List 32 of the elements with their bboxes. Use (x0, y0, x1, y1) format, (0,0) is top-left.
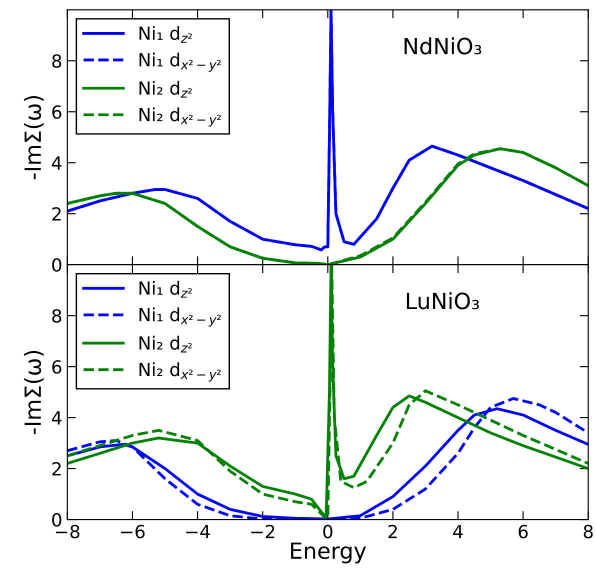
y-tick-label: 6 (52, 105, 62, 119)
y-tick-label: 0 (52, 513, 62, 527)
x-axis-title: Energy (291, 542, 366, 564)
x-tick-label: −8 (56, 524, 80, 538)
y-tick-label: 2 (52, 462, 61, 476)
legend-label: Ni₁ d$_{z²}$ (140, 280, 192, 298)
annotation: NdNiO₃ (404, 37, 482, 54)
annotation: LuNiO₃ (406, 292, 479, 310)
x-tick-label: −2 (251, 524, 274, 538)
x-tick-label: 6 (518, 524, 528, 538)
legend-label: Ni₂ d$_{z²}$ (140, 336, 192, 352)
x-tick-label: 8 (584, 524, 593, 538)
x-tick-label: 0 (323, 524, 332, 538)
x-tick-label: 4 (453, 524, 463, 538)
legend-label: Ni₂ d$_{z²}$ (140, 80, 192, 98)
y-tick-label: 0 (52, 258, 62, 272)
legend-label: Ni₂ d$_{x²−y²}$ (140, 107, 221, 127)
y-tick-label: 2 (52, 207, 61, 221)
y-tick-label: 6 (52, 360, 62, 374)
legend-label: Ni₁ d$_{x²−y²}$ (140, 307, 221, 327)
y-axis-title: -ImΣ(ω) (24, 96, 44, 180)
x-tick-label: 2 (388, 524, 397, 538)
x-tick-label: −6 (121, 524, 145, 538)
y-axis-title: -ImΣ(ω) (24, 350, 44, 434)
legend-label: Ni₁ d$_{x²−y²}$ (140, 52, 221, 72)
legend-label: Ni₁ d$_{z²}$ (140, 26, 192, 43)
y-tick-label: 8 (52, 54, 62, 68)
y-tick-label: 4 (52, 411, 62, 424)
x-tick-label: −4 (186, 524, 210, 538)
legend-label: Ni₂ d$_{x²−y²}$ (140, 362, 221, 382)
y-tick-label: 8 (52, 309, 62, 323)
y-tick-label: 4 (52, 156, 62, 170)
